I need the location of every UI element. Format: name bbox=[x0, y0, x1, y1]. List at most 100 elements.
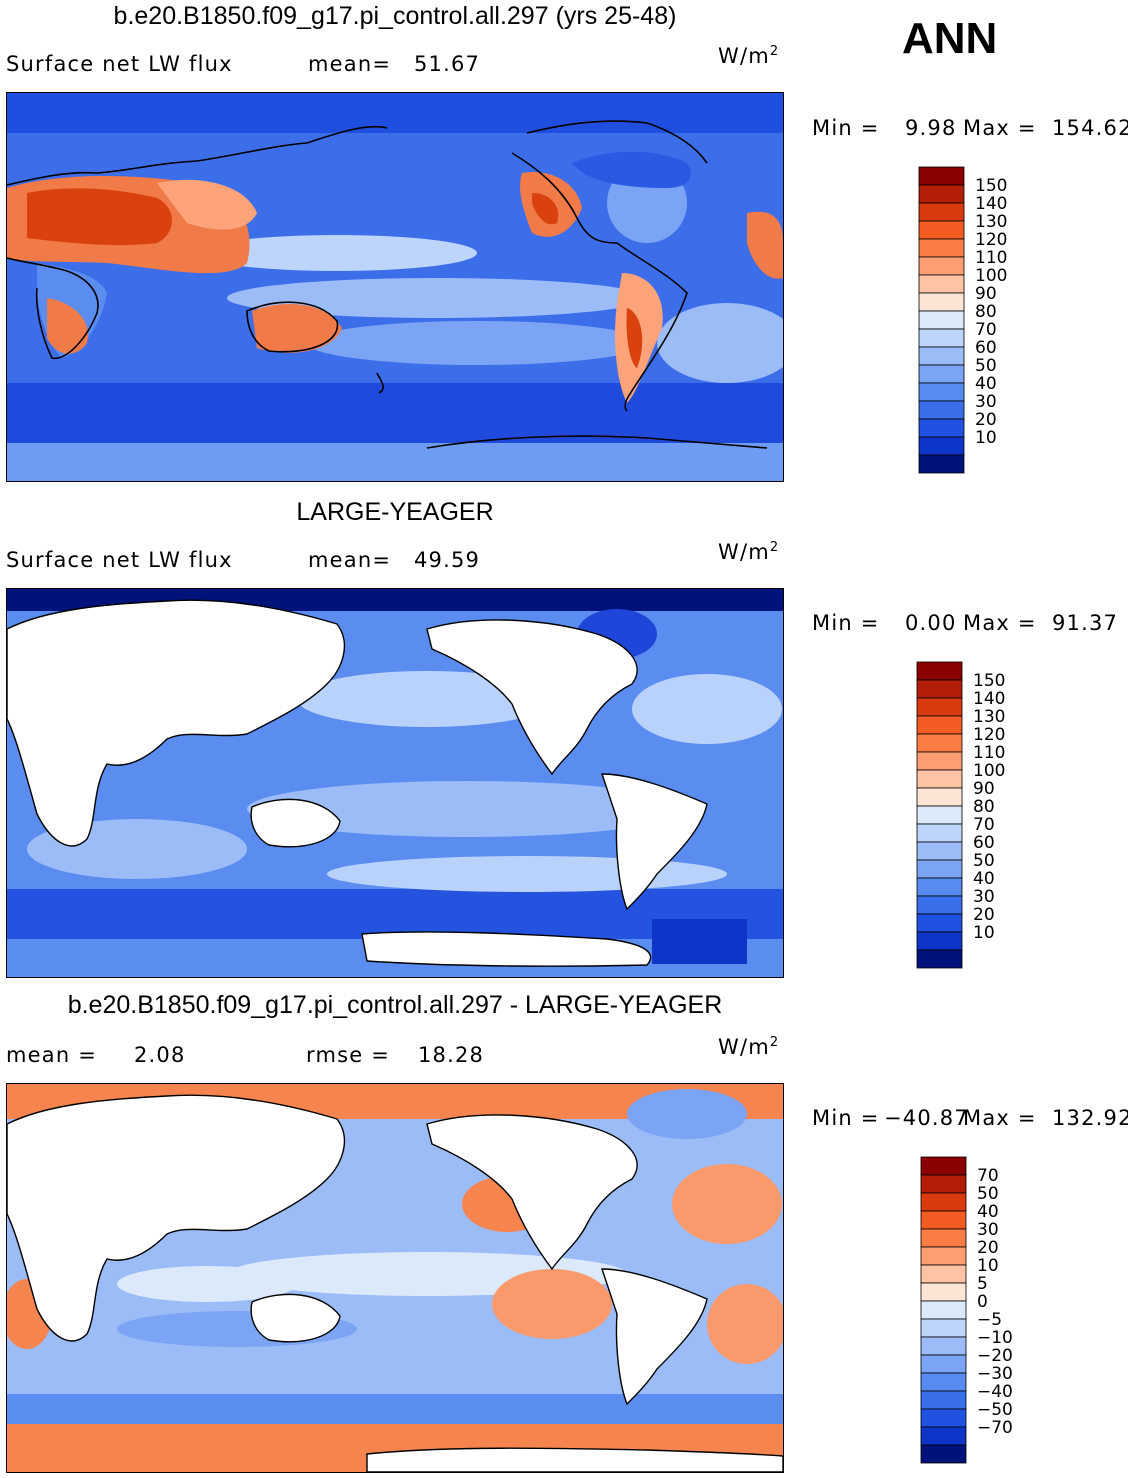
colorbar-tick-label: 20 bbox=[973, 905, 995, 925]
colorbar-swatch bbox=[920, 1336, 967, 1356]
colorbar-tick-label: −40 bbox=[977, 1382, 1013, 1402]
colorbar-tick-label: 50 bbox=[973, 851, 995, 871]
colorbar-swatch bbox=[916, 859, 963, 879]
colorbar-swatch bbox=[916, 949, 963, 969]
colorbar-tick-label: 90 bbox=[975, 284, 997, 304]
colorbar-swatch bbox=[920, 1408, 967, 1428]
colorbar-swatch bbox=[916, 895, 963, 915]
panel2-min-label: Min = bbox=[812, 611, 880, 635]
panel2-map bbox=[6, 588, 784, 978]
colorbar-tick-label: 130 bbox=[973, 707, 1005, 727]
colorbar-tick-label: 150 bbox=[973, 671, 1005, 691]
colorbar-swatch bbox=[918, 166, 965, 186]
panel3-units: W/m2 bbox=[718, 1035, 780, 1059]
colorbar-tick-label: 70 bbox=[975, 320, 997, 340]
panel2-mean-value: 49.59 bbox=[414, 548, 481, 572]
panel1-title: b.e20.B1850.f09_g17.pi_control.all.297 (… bbox=[113, 2, 677, 30]
colorbar-swatch bbox=[916, 787, 963, 807]
colorbar-swatch bbox=[916, 715, 963, 735]
colorbar-swatch bbox=[920, 1174, 967, 1194]
colorbar-swatch bbox=[918, 256, 965, 276]
panel3-min-value: −40.87 bbox=[884, 1106, 969, 1130]
colorbar-tick-label: 40 bbox=[977, 1202, 999, 1222]
colorbar-tick-label: 100 bbox=[975, 266, 1007, 286]
colorbar-tick-label: 30 bbox=[977, 1220, 999, 1240]
colorbar-swatch bbox=[918, 292, 965, 312]
colorbar-tick-label: 60 bbox=[973, 833, 995, 853]
colorbar-swatch bbox=[916, 823, 963, 843]
colorbar-tick-label: 130 bbox=[975, 212, 1007, 232]
colorbar-tick-label: 140 bbox=[975, 194, 1007, 214]
season-label: ANN bbox=[902, 14, 998, 63]
colorbar-swatch bbox=[920, 1318, 967, 1338]
panel1-max-label: Max = bbox=[963, 116, 1037, 140]
colorbar-swatch bbox=[920, 1228, 967, 1248]
panel1-map bbox=[6, 92, 784, 482]
panel2-variable-label: Surface net LW flux bbox=[6, 548, 233, 572]
colorbar-tick-label: −50 bbox=[977, 1400, 1013, 1420]
colorbar-tick-label: 5 bbox=[977, 1274, 988, 1294]
colorbar-swatch bbox=[916, 769, 963, 789]
colorbar-tick-label: 80 bbox=[973, 797, 995, 817]
colorbar-tick-label: 10 bbox=[975, 428, 997, 448]
panel3-mean-value: 2.08 bbox=[134, 1043, 186, 1067]
panel3-map bbox=[6, 1083, 784, 1473]
colorbar-swatch bbox=[920, 1210, 967, 1230]
colorbar-swatch bbox=[916, 913, 963, 933]
colorbar-tick-label: 70 bbox=[973, 815, 995, 835]
colorbar-tick-label: 110 bbox=[973, 743, 1005, 763]
panel2-max-value: 91.37 bbox=[1052, 611, 1119, 635]
panel2-colorbar: 150 140 130 120 110 100 90 80 70 60 50 40 30 20 10 bbox=[916, 661, 1037, 970]
panel1-colorbar: 150 140 130 120 110 100 90 80 70 60 50 40 30 20 10 bbox=[918, 166, 1039, 475]
panel1-mean-value: 51.67 bbox=[414, 52, 481, 76]
colorbar-tick-label: 80 bbox=[975, 302, 997, 322]
colorbar-swatch bbox=[918, 436, 965, 456]
panel3-rmse-label: rmse = bbox=[306, 1043, 391, 1067]
colorbar-swatch bbox=[918, 328, 965, 348]
panel3-colorbar: 70 50 40 30 20 10 5 0 −5 −10 −20 −30 −40 −50 −70 bbox=[920, 1156, 1041, 1465]
colorbar-swatch bbox=[918, 274, 965, 294]
colorbar-tick-label: 40 bbox=[973, 869, 995, 889]
colorbar-tick-label: 20 bbox=[975, 410, 997, 430]
colorbar-tick-label: −30 bbox=[977, 1364, 1013, 1384]
colorbar-swatch bbox=[916, 733, 963, 753]
panel3-title: b.e20.B1850.f09_g17.pi_control.all.297 -… bbox=[67, 991, 723, 1019]
colorbar-swatch bbox=[918, 346, 965, 366]
colorbar-tick-label: 40 bbox=[975, 374, 997, 394]
panel3-min-label: Min = bbox=[812, 1106, 880, 1130]
panel2-max-label: Max = bbox=[963, 611, 1037, 635]
panel1-min-label: Min = bbox=[812, 116, 880, 140]
panel3-max-label: Max = bbox=[963, 1106, 1037, 1130]
colorbar-swatch bbox=[920, 1372, 967, 1392]
colorbar-swatch bbox=[916, 697, 963, 717]
colorbar-swatch bbox=[920, 1300, 967, 1320]
colorbar-swatch bbox=[920, 1282, 967, 1302]
colorbar-tick-label: 20 bbox=[977, 1238, 999, 1258]
colorbar-tick-label: 150 bbox=[975, 176, 1007, 196]
colorbar-swatch bbox=[920, 1192, 967, 1212]
panel2-title: LARGE-YEAGER bbox=[296, 498, 494, 526]
colorbar-swatch bbox=[920, 1156, 967, 1176]
colorbar-swatch bbox=[918, 364, 965, 384]
colorbar-tick-label: 120 bbox=[975, 230, 1007, 250]
colorbar-swatch bbox=[918, 382, 965, 402]
colorbar-swatch bbox=[918, 454, 965, 474]
colorbar-tick-label: −5 bbox=[977, 1310, 1002, 1330]
colorbar-tick-label: 90 bbox=[973, 779, 995, 799]
colorbar-swatch bbox=[918, 184, 965, 204]
colorbar-swatch bbox=[920, 1354, 967, 1374]
panel3-max-value: 132.92 bbox=[1052, 1106, 1128, 1130]
colorbar-tick-label: 10 bbox=[977, 1256, 999, 1276]
colorbar-tick-label: −70 bbox=[977, 1418, 1013, 1438]
panel1-units: W/m2 bbox=[718, 44, 780, 68]
colorbar-tick-label: 0 bbox=[977, 1292, 988, 1312]
colorbar-tick-label: 70 bbox=[977, 1166, 999, 1186]
panel2-units: W/m2 bbox=[718, 540, 780, 564]
panel1-min-value: 9.98 bbox=[905, 116, 957, 140]
colorbar-swatch bbox=[918, 418, 965, 438]
colorbar-swatch bbox=[918, 202, 965, 222]
colorbar-tick-label: 50 bbox=[975, 356, 997, 376]
colorbar-swatch bbox=[916, 679, 963, 699]
